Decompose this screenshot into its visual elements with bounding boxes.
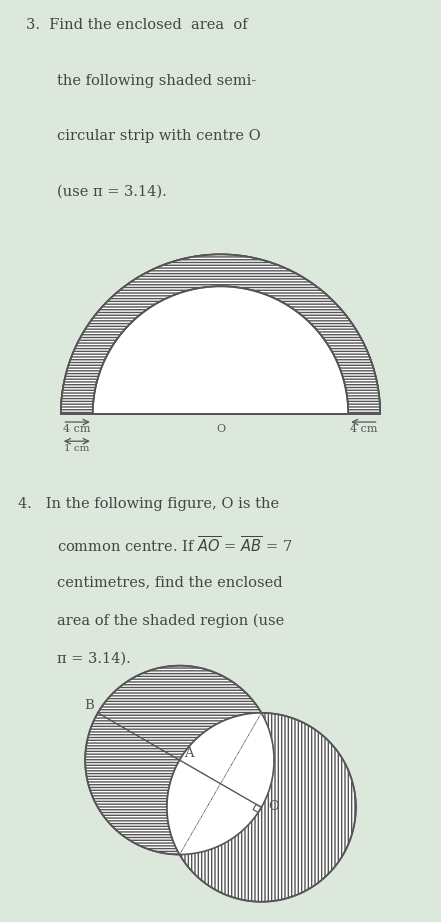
Text: B: B [84, 699, 94, 712]
Polygon shape [61, 254, 380, 414]
Text: 3.  Find the enclosed  area  of: 3. Find the enclosed area of [26, 18, 248, 32]
Polygon shape [61, 254, 380, 414]
Text: O: O [268, 800, 279, 813]
Text: centimetres, find the enclosed: centimetres, find the enclosed [57, 575, 283, 589]
Text: A: A [183, 748, 193, 761]
Text: O: O [216, 423, 225, 433]
Text: 1 cm: 1 cm [64, 443, 90, 453]
Polygon shape [167, 713, 356, 902]
Text: 4 cm: 4 cm [63, 423, 90, 433]
Text: (use π = 3.14).: (use π = 3.14). [57, 184, 167, 198]
Text: 4.   In the following figure, O is the: 4. In the following figure, O is the [18, 497, 279, 511]
Text: 4 cm: 4 cm [351, 423, 378, 433]
Polygon shape [93, 287, 348, 414]
Polygon shape [85, 666, 274, 855]
Text: the following shaded semi-: the following shaded semi- [57, 74, 257, 88]
Polygon shape [167, 713, 274, 855]
Text: common centre. If $\overline{AO}$ = $\overline{AB}$ = 7: common centre. If $\overline{AO}$ = $\ov… [57, 535, 293, 555]
Text: area of the shaded region (use: area of the shaded region (use [57, 613, 284, 628]
Text: circular strip with centre O: circular strip with centre O [57, 129, 261, 143]
Text: π = 3.14).: π = 3.14). [57, 651, 131, 666]
